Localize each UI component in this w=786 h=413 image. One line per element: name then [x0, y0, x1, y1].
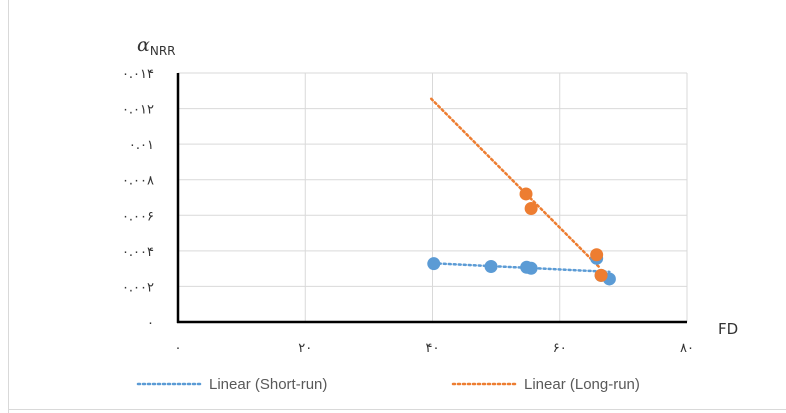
y-tick-label: ۰.۰۰۸ — [122, 174, 154, 189]
point-short-run — [427, 257, 441, 271]
legend: Linear (Short-run) Linear (Long-run) — [136, 376, 640, 393]
y-tick-label: ۰.۰۰۲ — [122, 280, 154, 295]
trendline-long-run — [429, 97, 602, 270]
x-tick-label: ۸۰ — [680, 341, 694, 356]
data-points — [427, 187, 616, 286]
point-short-run — [484, 260, 498, 274]
y-tick-label: ۰.۰۰۴ — [122, 245, 154, 260]
x-tick-label: ۲۰ — [298, 341, 312, 356]
point-long-run — [519, 187, 533, 201]
point-short-run — [524, 261, 538, 275]
legend-label-long-run: Linear (Long-run) — [524, 376, 640, 393]
point-long-run — [590, 248, 604, 262]
y-tick-label: ۰ — [147, 316, 154, 331]
y-axis-title: αNRR — [137, 34, 176, 58]
y-axis-title-main: α — [137, 34, 150, 56]
x-tick-labels: ۰ ۲۰ ۴۰ ۶۰ ۸۰ — [175, 341, 694, 356]
legend-label-short-run: Linear (Short-run) — [209, 376, 327, 393]
x-axis-title: FD — [718, 320, 738, 338]
point-long-run — [524, 202, 538, 216]
y-tick-label: ۰.۰۰۶ — [122, 209, 154, 224]
axes — [176, 73, 687, 324]
trendlines — [429, 97, 611, 274]
y-axis-title-sub: NRR — [150, 44, 176, 58]
y-tick-labels: ۰ ۰.۰۰۲ ۰.۰۰۴ ۰.۰۰۶ ۰.۰۰۸ ۰.۰۱ ۰.۰۱۲ ۰.۰۱۴ — [122, 67, 154, 331]
y-tick-label: ۰.۰۱ — [129, 138, 154, 153]
y-tick-label: ۰.۰۱۴ — [122, 67, 154, 82]
x-tick-label: ۰ — [175, 341, 182, 356]
point-long-run — [594, 268, 608, 282]
x-tick-label: ۶۰ — [553, 341, 567, 356]
gridlines — [178, 72, 688, 322]
x-tick-label: ۴۰ — [426, 341, 440, 356]
y-tick-label: ۰.۰۱۲ — [122, 103, 154, 118]
